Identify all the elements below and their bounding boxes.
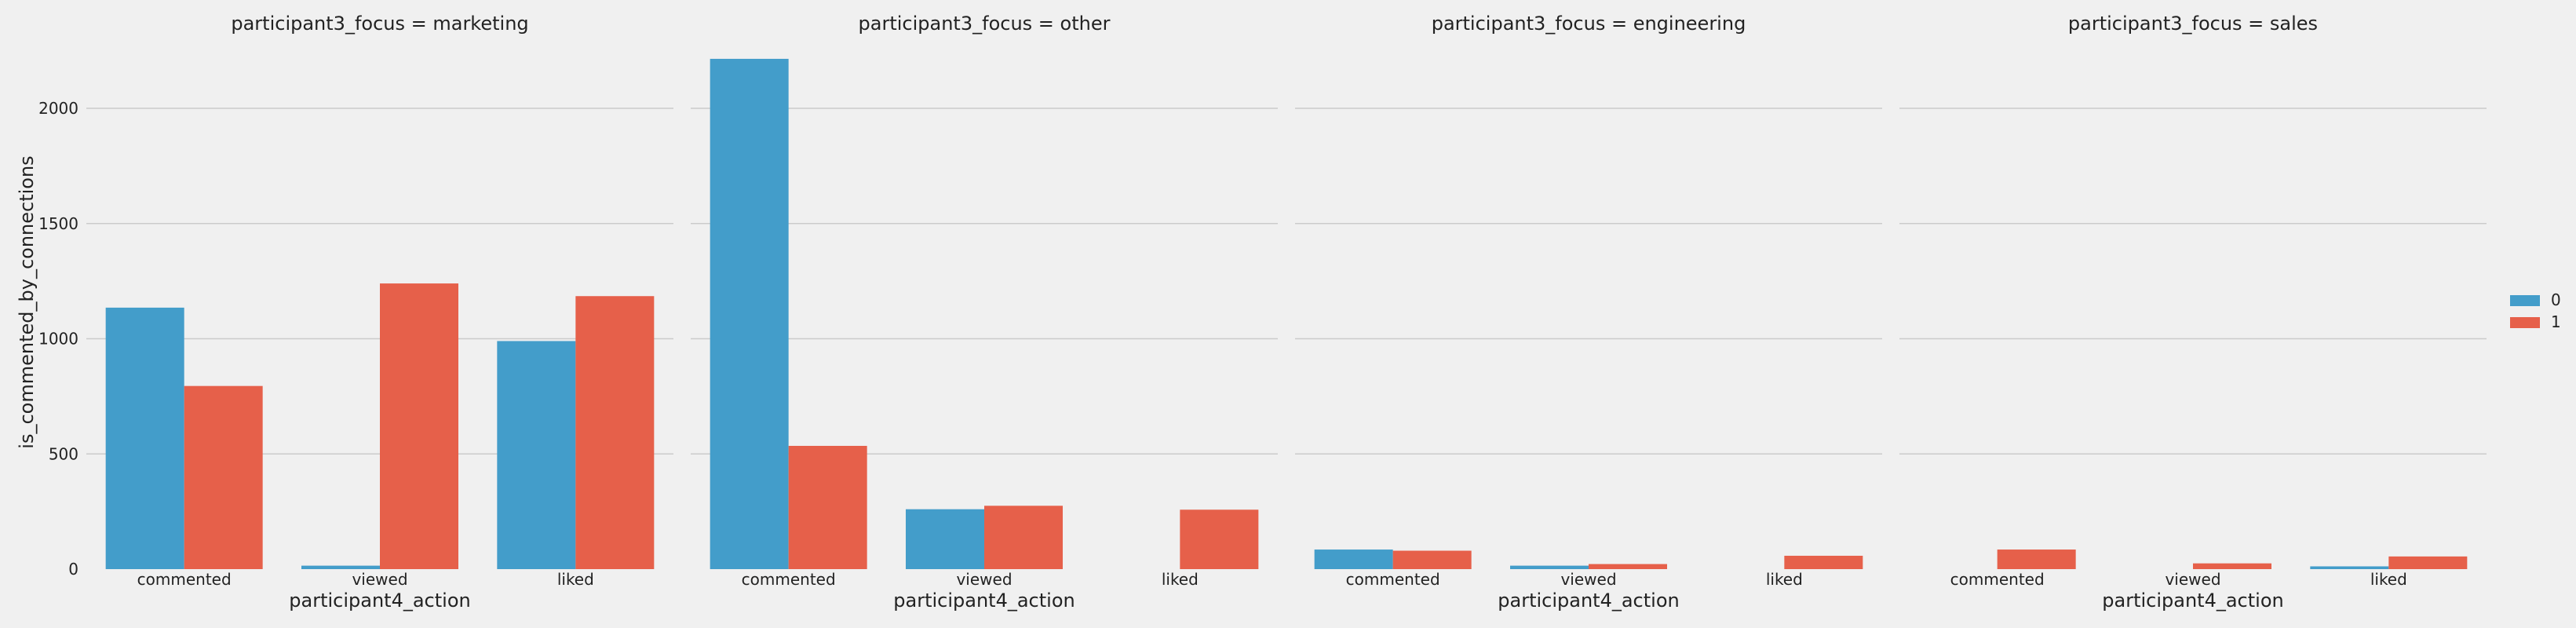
- x-axis-label: participant4_action: [289, 590, 470, 612]
- bar: [1180, 509, 1259, 569]
- x-axis-label: participant4_action: [2102, 590, 2283, 612]
- facet-panel: participant3_focus = other commented viewe…: [691, 13, 1278, 612]
- bar: [1392, 550, 1472, 569]
- bar: [1784, 555, 1863, 569]
- bar: [301, 565, 380, 569]
- x-tick-label: commented: [1950, 570, 2045, 589]
- x-tick-label: viewed: [352, 570, 407, 589]
- y-tick-label: 500: [49, 444, 78, 463]
- bar: [2388, 556, 2468, 569]
- bar: [105, 307, 184, 569]
- y-axis-label: is_commented_by_connections: [16, 155, 38, 448]
- facet-panels: 0 500 1000 1500 2000 participant3_focus = mar…: [38, 13, 2487, 612]
- bar: [2310, 566, 2389, 569]
- legend-label: 1: [2551, 312, 2561, 331]
- facet-title: participant3_focus = sales: [2068, 13, 2318, 35]
- y-tick-label: 1000: [38, 330, 78, 349]
- bar: [1589, 564, 1667, 569]
- x-axis-label: participant4_action: [893, 590, 1075, 612]
- bar: [984, 506, 1063, 569]
- bar: [1997, 550, 2076, 569]
- y-tick-label: 1500: [38, 214, 78, 233]
- facet-panel: participant3_focus = engineering commente…: [1295, 13, 1882, 612]
- legend-swatch: [2510, 295, 2540, 306]
- facet-title: participant3_focus = engineering: [1432, 13, 1746, 35]
- x-tick-label: liked: [557, 570, 594, 589]
- bar: [380, 283, 458, 569]
- bar: [906, 509, 984, 569]
- x-tick-label: liked: [2370, 570, 2407, 589]
- x-tick-label: viewed: [2165, 570, 2220, 589]
- bar: [1510, 565, 1589, 569]
- legend-swatch: [2510, 317, 2540, 328]
- x-tick-label: liked: [1766, 570, 1803, 589]
- facet-title: participant3_focus = other: [859, 13, 1111, 35]
- bar: [497, 341, 576, 569]
- legend-label: 0: [2551, 290, 2561, 309]
- bar: [184, 385, 263, 569]
- bar: [788, 445, 867, 569]
- bar: [710, 58, 789, 569]
- bar: [2193, 563, 2271, 569]
- bar: [575, 296, 655, 569]
- y-tick-label: 2000: [38, 99, 78, 118]
- x-tick-label: commented: [742, 570, 836, 589]
- x-tick-label: viewed: [956, 570, 1012, 589]
- x-tick-label: commented: [137, 570, 232, 589]
- facet-title: participant3_focus = marketing: [231, 13, 528, 35]
- legend: 01: [2510, 290, 2561, 331]
- x-tick-label: liked: [1162, 570, 1199, 589]
- facet-panel: 0 500 1000 1500 2000 participant3_focus = mar…: [38, 13, 673, 612]
- y-tick-label: 0: [68, 560, 78, 579]
- x-axis-label: participant4_action: [1498, 590, 1679, 612]
- x-tick-label: commented: [1346, 570, 1440, 589]
- x-tick-label: viewed: [1560, 570, 1616, 589]
- bar: [1314, 550, 1393, 569]
- facet-panel: participant3_focus = sales commented viewe…: [1899, 13, 2487, 612]
